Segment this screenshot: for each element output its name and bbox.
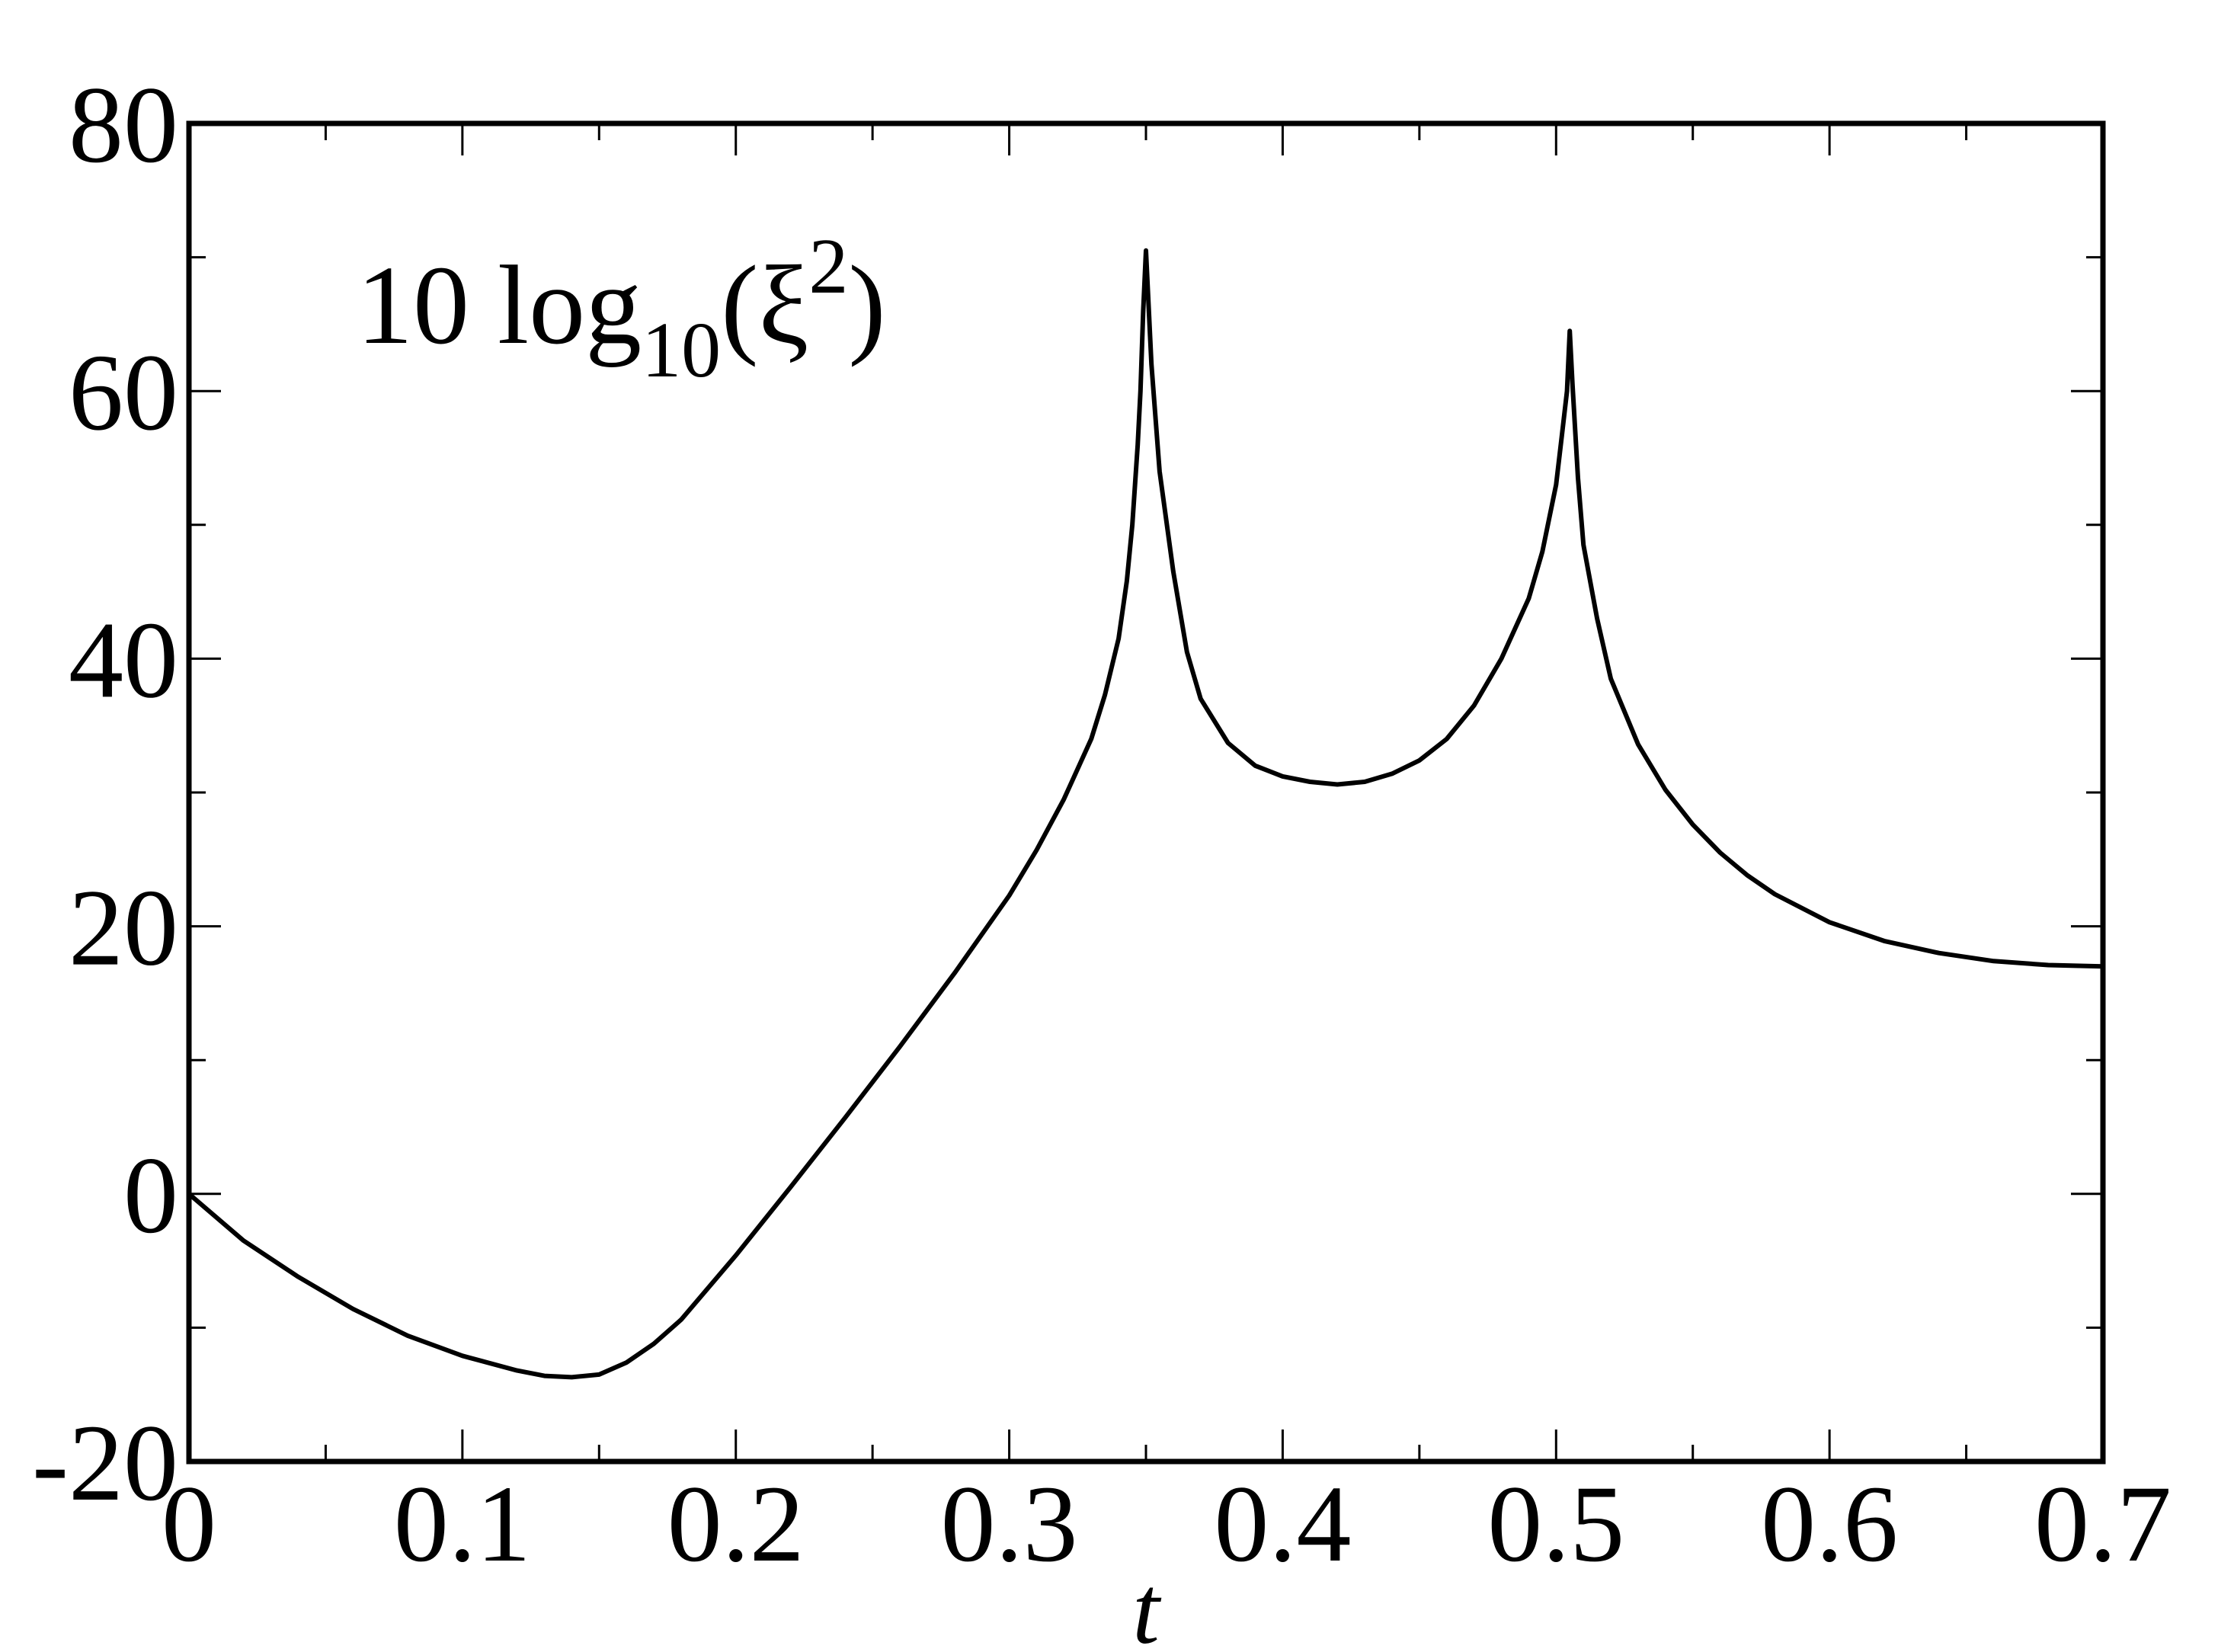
y-quantity-annotation: 10 log10(ξ2) bbox=[357, 223, 886, 394]
x-tick-labels: 0 0.1 0.2 0.3 0.4 0.5 0.6 0.7 bbox=[162, 1464, 2172, 1585]
x-tick-label: 0 bbox=[162, 1464, 216, 1585]
x-tick-label: 0.4 bbox=[1214, 1464, 1351, 1585]
y-tick-label: -20 bbox=[32, 1403, 178, 1524]
axis-ticks bbox=[187, 122, 2104, 1463]
x-tick-label: 0.6 bbox=[1761, 1464, 1898, 1585]
x-tick-label: 0.3 bbox=[941, 1464, 1078, 1585]
annotation-subscript: 10 bbox=[642, 306, 721, 394]
x-tick-label: 0.7 bbox=[2034, 1464, 2172, 1585]
x-tick-label: 0.1 bbox=[394, 1464, 531, 1585]
plot-frame bbox=[186, 120, 2106, 1465]
annotation-prefix: 10 log bbox=[357, 243, 642, 368]
annotation-open: (ξ bbox=[721, 243, 808, 368]
x-tick-label: 0.2 bbox=[667, 1464, 805, 1585]
y-tick-label: 40 bbox=[69, 600, 178, 721]
x-tick-label: 0.5 bbox=[1487, 1464, 1624, 1585]
y-tick-label: 80 bbox=[69, 65, 178, 186]
x-axis-label: t bbox=[1132, 1556, 1162, 1652]
series-line bbox=[187, 248, 2104, 1380]
y-tick-label: 20 bbox=[69, 868, 178, 989]
y-tick-label: 60 bbox=[69, 332, 178, 453]
y-tick-label: 0 bbox=[123, 1135, 178, 1257]
y-tick-labels: -20 0 20 40 60 80 bbox=[32, 65, 178, 1524]
annotation-close: ) bbox=[848, 243, 885, 368]
annotation-superscript: 2 bbox=[808, 223, 848, 310]
